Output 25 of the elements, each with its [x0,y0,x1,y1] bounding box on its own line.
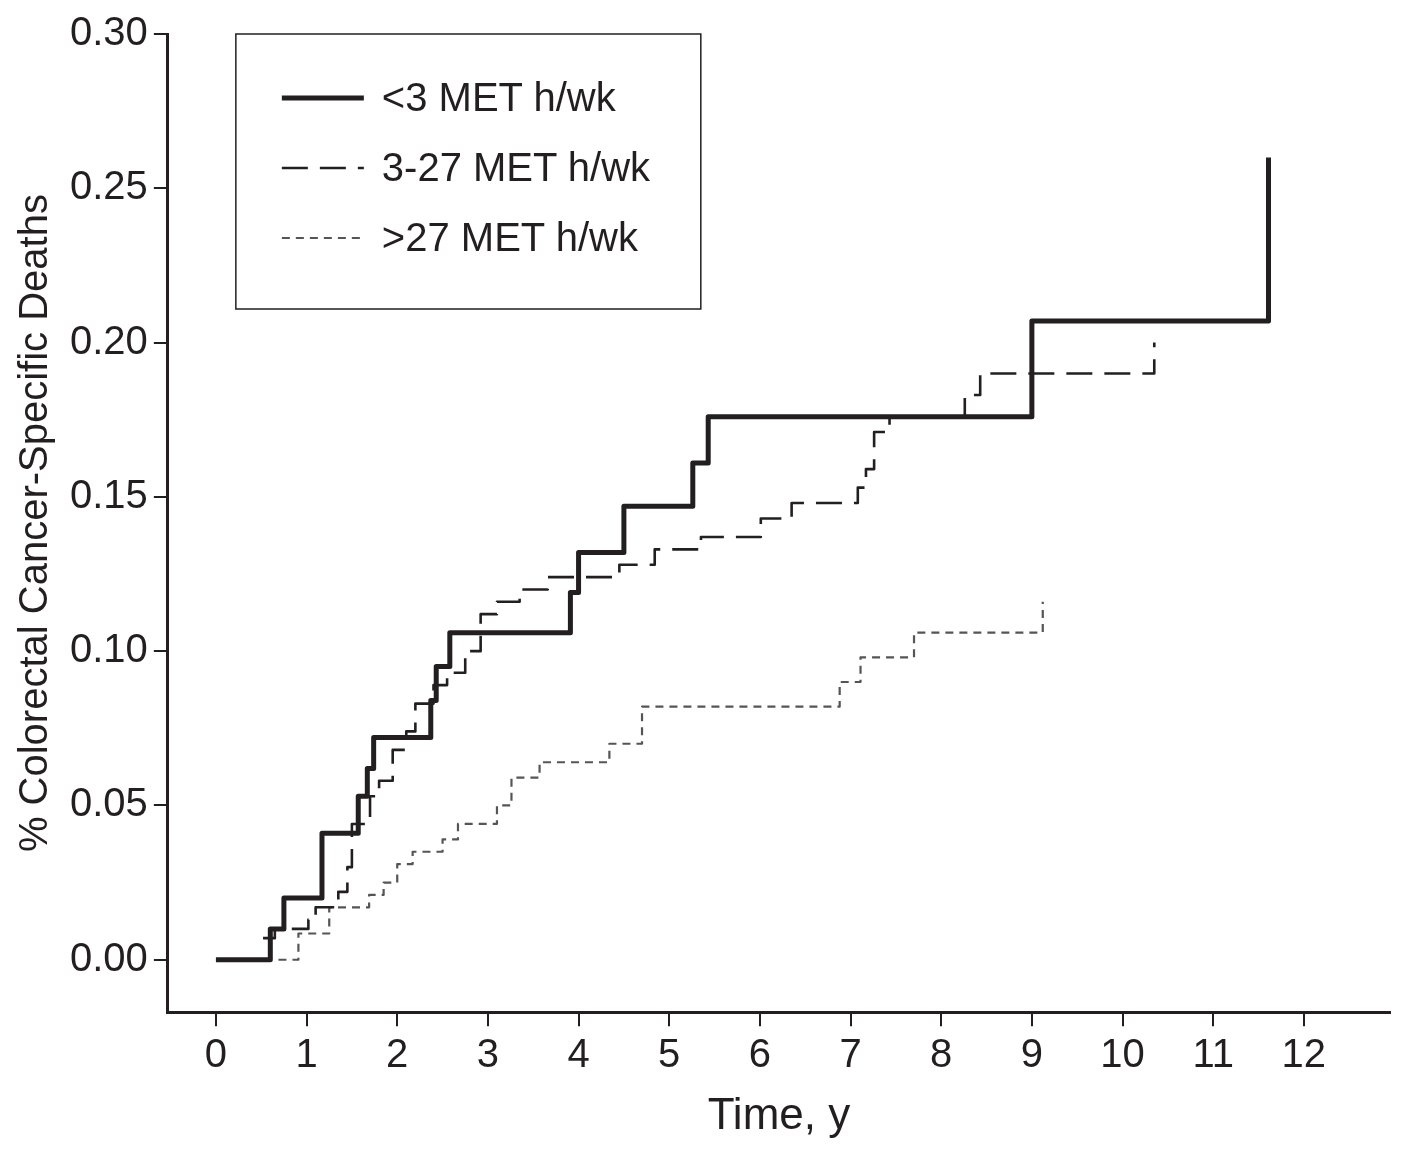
x-tick-label: 5 [658,1031,681,1076]
x-tick-label: 12 [1281,1031,1327,1076]
x-tick-label: 10 [1100,1031,1145,1076]
x-axis-title: Time, y [707,1088,851,1138]
x-tick-label: 1 [295,1031,318,1076]
x-tick-label: 0 [204,1031,228,1076]
x-tick-label: 3 [476,1031,500,1076]
y-tick-label: 0.10 [69,626,148,671]
y-tick-label: 0.00 [69,934,148,979]
x-tick-label: 9 [1020,1031,1043,1076]
y-tick-label: 0.25 [69,163,148,208]
x-tick-label: 4 [567,1031,590,1076]
legend-label: >27 MET h/wk [381,215,639,260]
x-tick-label: 8 [930,1031,953,1076]
x-tick-label: 2 [386,1031,409,1076]
x-tick-label: 7 [839,1031,862,1076]
y-tick-label: 0.15 [69,471,148,516]
legend-label: <3 MET h/wk [381,75,617,120]
y-axis-title: % Colorectal Cancer-Specific Deaths [11,194,56,853]
y-tick-label: 0.20 [69,317,148,362]
y-tick-label: 0.30 [69,9,148,54]
x-tick-label: 6 [748,1031,772,1076]
legend-label: 3-27 MET h/wk [381,145,652,190]
x-tick-label: 11 [1192,1031,1234,1076]
y-tick-label: 0.05 [69,780,148,825]
